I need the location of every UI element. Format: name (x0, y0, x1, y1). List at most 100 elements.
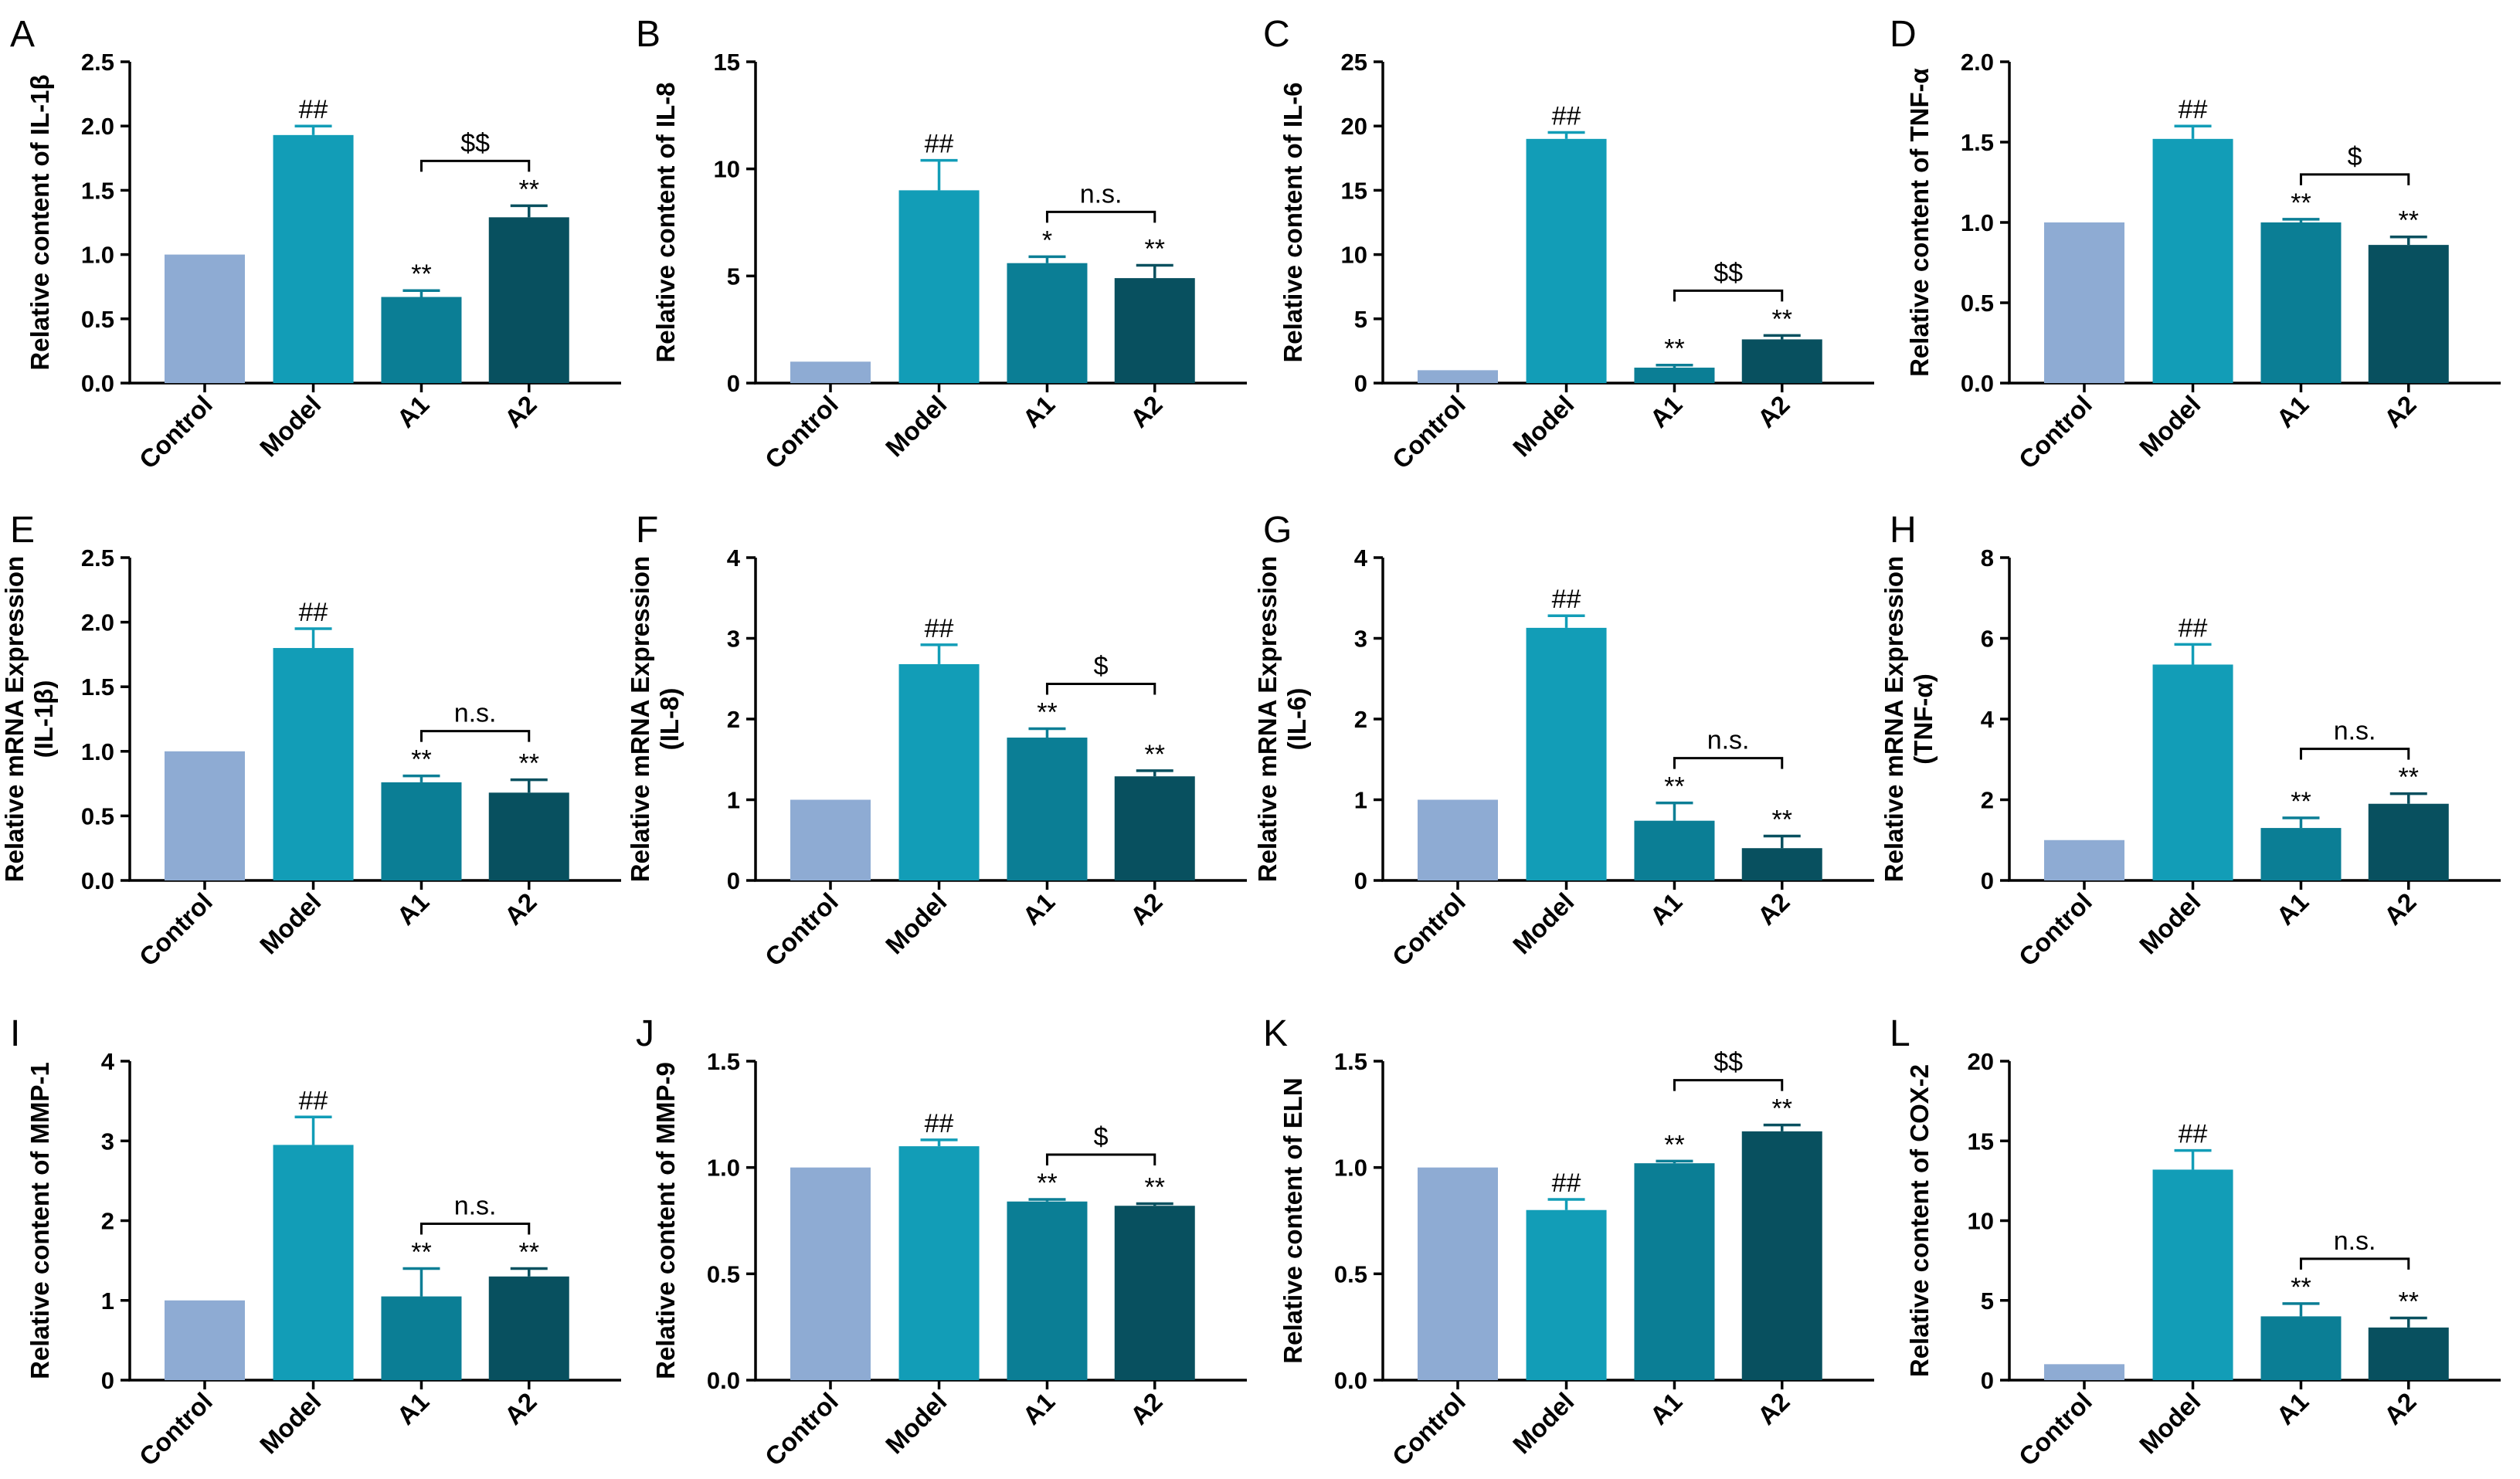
significance-label: ** (2291, 1273, 2311, 1302)
bar-a2 (488, 792, 569, 880)
significance-label: ** (519, 749, 539, 779)
bracket-label: $$ (1713, 258, 1743, 287)
x-tick-label: A2 (499, 1387, 542, 1430)
y-tick-label: 0.0 (707, 1367, 740, 1394)
x-tick-label: Control (134, 390, 218, 474)
y-axis-label: Relative content of MMP-1 (25, 1062, 54, 1379)
y-tick-label: 15 (1968, 1128, 1994, 1155)
bar-model (898, 190, 980, 383)
bar-a1 (381, 782, 462, 880)
bar-control (2043, 840, 2124, 880)
significance-label: ** (2291, 787, 2311, 816)
y-tick-label: 0.5 (81, 802, 114, 829)
y-tick-label: 15 (1341, 177, 1367, 204)
x-tick-label: A2 (2379, 390, 2422, 433)
x-tick-label: Model (254, 390, 327, 463)
x-tick-label: Model (2134, 887, 2206, 960)
x-tick-label: A1 (1644, 887, 1687, 931)
bar-a2 (1114, 278, 1195, 383)
y-tick-label: 2 (727, 706, 740, 733)
significance-label: ## (1552, 1169, 1581, 1198)
panel-e: E Relative mRNA Expression (IL-1β) 0.0 0.5 1.… (0, 510, 621, 972)
y-tick-label: 2 (1981, 787, 1994, 814)
bar-control (164, 254, 245, 383)
y-tick-label: 0 (1354, 867, 1367, 894)
y-tick-label: 0 (727, 370, 740, 397)
y-tick-label: 5 (1354, 306, 1367, 333)
panel-b: B Relative content of IL-8 0 5 10 15 Control ##… (636, 14, 1247, 474)
significance-label: ** (519, 175, 539, 204)
y-axis-label: Relative content of MMP-9 (651, 1062, 680, 1379)
bar-a2 (2368, 1327, 2449, 1380)
bar-control (164, 751, 245, 880)
significance-label: ## (2179, 95, 2208, 124)
y-tick-label: 4 (101, 1048, 115, 1075)
bar-a2 (1114, 776, 1195, 880)
bracket-label: $ (2348, 142, 2362, 171)
panel-f: F Relative mRNA Expression (IL-8) 0 1 2 3 4 Cont… (626, 510, 1247, 972)
bar-a2 (488, 1276, 569, 1380)
y-tick-label: 5 (727, 263, 740, 290)
y-axis-label: Relative content of COX-2 (1905, 1064, 1934, 1377)
bar-model (273, 1145, 354, 1380)
comparison-bracket (1045, 210, 1156, 223)
y-tick-label: 1 (727, 787, 740, 814)
y-tick-label: 3 (1354, 626, 1367, 653)
panel-letter: F (636, 510, 658, 551)
y-tick-label: 15 (714, 49, 740, 76)
bar-a2 (1114, 1206, 1195, 1380)
significance-label: ## (925, 614, 954, 643)
y-tick-label: 4 (1354, 544, 1368, 572)
significance-label: ** (1037, 698, 1057, 728)
significance-label: ## (299, 598, 328, 627)
y-tick-label: 2 (101, 1208, 114, 1235)
x-tick-label: Control (134, 1387, 218, 1471)
significance-label: ## (925, 1109, 954, 1138)
bar-model (2152, 138, 2233, 383)
x-tick-label: A1 (391, 1387, 434, 1430)
panel-l: L Relative content of COX-2 0 5 10 15 20 Contro… (1890, 1013, 2501, 1471)
x-tick-label: Control (134, 887, 218, 972)
bar-model (1526, 627, 1607, 880)
y-axis-label: Relative mRNA Expression (626, 556, 654, 882)
y-axis-label: (TNF-α) (1909, 673, 1938, 764)
y-tick-label: 2.0 (81, 113, 114, 140)
bar-a2 (1741, 1131, 1822, 1380)
y-tick-label: 2.0 (81, 609, 114, 636)
bar-model (1526, 1209, 1607, 1380)
y-tick-label: 20 (1341, 113, 1367, 140)
y-tick-label: 0.5 (1961, 290, 1994, 317)
x-tick-label: Control (1387, 390, 1471, 474)
bracket-label: $ (1094, 652, 1109, 681)
significance-label: ## (1552, 585, 1581, 614)
y-tick-label: 6 (1981, 626, 1994, 653)
bar-a1 (381, 297, 462, 383)
significance-label: ** (411, 745, 431, 775)
significance-label: ** (1664, 334, 1684, 364)
significance-label: ** (1664, 1130, 1684, 1159)
panel-letter: A (10, 14, 35, 55)
y-tick-label: 0.0 (1334, 1367, 1367, 1394)
x-tick-label: A2 (499, 390, 542, 433)
bar-a1 (1634, 820, 1715, 880)
x-tick-label: A1 (1017, 887, 1060, 931)
x-tick-label: A2 (1752, 390, 1795, 433)
significance-label: ## (925, 130, 954, 159)
significance-label: * (1042, 226, 1052, 255)
significance-label: ** (519, 1237, 539, 1267)
bar-control (790, 1167, 871, 1380)
significance-label: ** (411, 1237, 431, 1267)
significance-label: ** (1145, 234, 1165, 263)
comparison-bracket (1673, 289, 1784, 302)
comparison-bracket (1045, 683, 1156, 695)
y-axis-label: Relative content of IL-1β (25, 74, 54, 370)
y-tick-label: 1 (101, 1287, 114, 1314)
bar-control (2043, 1364, 2124, 1380)
x-tick-label: A1 (1644, 1387, 1687, 1430)
y-tick-label: 1.5 (707, 1048, 740, 1075)
bar-control (1417, 799, 1498, 880)
x-tick-label: A2 (2379, 1387, 2422, 1430)
x-tick-label: Model (880, 1387, 953, 1460)
x-tick-label: Control (759, 390, 844, 474)
